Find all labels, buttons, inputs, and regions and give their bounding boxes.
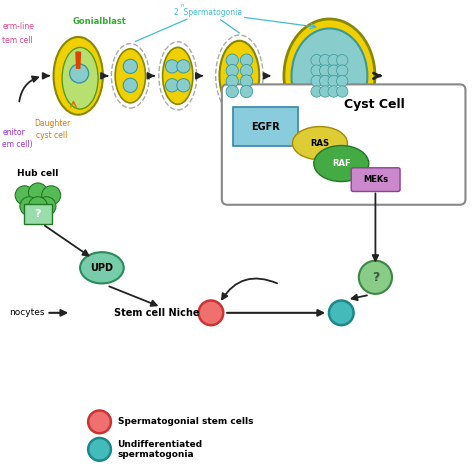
Text: Stem cell Niche: Stem cell Niche (114, 308, 199, 318)
Circle shape (123, 78, 137, 92)
Ellipse shape (314, 146, 369, 182)
Circle shape (123, 59, 137, 73)
Circle shape (319, 75, 331, 87)
Circle shape (329, 301, 354, 325)
Circle shape (226, 54, 238, 66)
Circle shape (240, 85, 253, 98)
Circle shape (311, 65, 322, 76)
Text: Gonialblast: Gonialblast (73, 17, 127, 26)
Circle shape (319, 55, 331, 66)
Text: Undifferentiated: Undifferentiated (118, 440, 203, 449)
Text: enitor: enitor (2, 128, 25, 137)
Circle shape (226, 85, 238, 98)
Circle shape (311, 55, 322, 66)
Circle shape (359, 261, 392, 294)
Circle shape (328, 55, 339, 66)
Circle shape (337, 65, 348, 76)
Ellipse shape (159, 42, 197, 110)
Ellipse shape (219, 41, 259, 111)
Circle shape (240, 64, 253, 77)
Text: ?: ? (35, 209, 41, 219)
Circle shape (319, 86, 331, 97)
Circle shape (177, 79, 190, 92)
Text: Cyst Cell: Cyst Cell (344, 98, 405, 111)
Text: tem cell: tem cell (2, 36, 33, 45)
Text: MEKs: MEKs (363, 175, 388, 184)
Circle shape (337, 75, 348, 87)
Circle shape (70, 64, 89, 83)
Text: nocytes: nocytes (9, 309, 45, 317)
Text: RAF: RAF (332, 159, 351, 168)
Text: EGFR: EGFR (251, 121, 280, 132)
Ellipse shape (216, 35, 263, 117)
Circle shape (177, 60, 190, 73)
Circle shape (165, 79, 179, 92)
Ellipse shape (163, 47, 193, 104)
FancyBboxPatch shape (24, 204, 52, 224)
Text: em cell): em cell) (2, 140, 33, 149)
Circle shape (165, 60, 179, 73)
Circle shape (319, 65, 331, 76)
FancyBboxPatch shape (351, 168, 400, 191)
Circle shape (199, 301, 223, 325)
Ellipse shape (62, 47, 98, 109)
Circle shape (15, 186, 34, 205)
Ellipse shape (80, 252, 124, 283)
Text: RAS: RAS (310, 139, 329, 147)
Ellipse shape (284, 19, 375, 133)
Circle shape (88, 438, 111, 461)
Text: Spermatogonial stem cells: Spermatogonial stem cells (118, 418, 253, 426)
Ellipse shape (292, 127, 347, 160)
Circle shape (328, 86, 339, 97)
Circle shape (226, 75, 238, 87)
Circle shape (28, 183, 47, 202)
Circle shape (337, 86, 348, 97)
Circle shape (42, 186, 61, 205)
Ellipse shape (115, 49, 146, 103)
Circle shape (28, 197, 47, 216)
Text: n: n (181, 3, 184, 8)
Text: 2  Spermatogonia: 2 Spermatogonia (174, 8, 243, 17)
Circle shape (328, 65, 339, 76)
Text: ?: ? (372, 271, 379, 284)
FancyBboxPatch shape (233, 107, 298, 146)
Circle shape (337, 55, 348, 66)
Text: cyst cell: cyst cell (36, 131, 68, 139)
Text: Daughter: Daughter (34, 119, 70, 128)
FancyBboxPatch shape (222, 84, 465, 205)
Text: spermatogonia: spermatogonia (118, 450, 194, 458)
Text: erm-line: erm-line (2, 22, 34, 30)
Text: Hub cell: Hub cell (17, 169, 59, 178)
Circle shape (311, 75, 322, 87)
Ellipse shape (54, 37, 103, 115)
Ellipse shape (292, 28, 367, 123)
Circle shape (311, 86, 322, 97)
Text: UPD: UPD (91, 263, 113, 273)
Circle shape (240, 54, 253, 66)
Ellipse shape (111, 44, 149, 108)
Circle shape (88, 410, 111, 433)
Circle shape (328, 75, 339, 87)
Circle shape (240, 75, 253, 87)
Circle shape (37, 197, 56, 216)
Circle shape (226, 64, 238, 77)
Circle shape (20, 197, 39, 216)
